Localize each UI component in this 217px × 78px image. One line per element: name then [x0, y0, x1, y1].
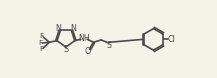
Text: F: F	[39, 33, 44, 39]
Text: S: S	[63, 45, 68, 54]
Text: O: O	[85, 47, 91, 56]
Text: NH: NH	[78, 34, 90, 43]
Text: N: N	[70, 24, 76, 33]
Text: F: F	[39, 40, 43, 46]
Text: Cl: Cl	[167, 34, 175, 44]
Text: S: S	[107, 41, 112, 50]
Text: N: N	[56, 24, 61, 33]
Text: F: F	[39, 46, 44, 52]
